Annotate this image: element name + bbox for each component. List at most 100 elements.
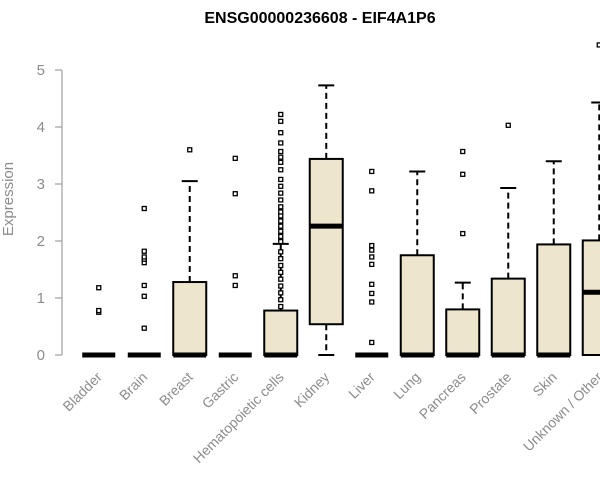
outlier-point — [278, 290, 284, 296]
outlier-point — [460, 230, 466, 237]
box-iqr — [263, 309, 299, 357]
outlier-point — [369, 261, 375, 268]
outlier-point — [187, 147, 193, 153]
outlier-point — [96, 285, 102, 291]
x-tick-label: Pancreas — [416, 369, 469, 422]
outlier-point — [278, 183, 284, 189]
outlier-point — [232, 282, 238, 289]
box-group-10 — [536, 160, 572, 358]
x-tick-label: Hematopoietic cells — [190, 369, 287, 466]
box-group-9 — [490, 122, 526, 358]
outlier-point — [278, 204, 284, 210]
box-group-4 — [263, 111, 299, 358]
outlier-point — [278, 303, 284, 310]
box-group-3 — [218, 155, 252, 358]
outlier-point — [369, 299, 375, 305]
x-tick-label: Unknown / Other — [520, 369, 600, 455]
box-group-2 — [172, 147, 208, 358]
outlier-point — [278, 130, 284, 136]
box-iqr — [308, 157, 344, 326]
outlier-point — [460, 171, 466, 177]
outlier-point — [278, 283, 284, 289]
y-tick-label: 0 — [37, 347, 45, 364]
outlier-point — [278, 297, 284, 303]
outlier-point — [369, 281, 375, 287]
x-tick-label: Kidney — [291, 369, 333, 411]
outlier-point — [505, 122, 511, 128]
x-tick-label: Liver — [345, 369, 378, 402]
box-iqr — [172, 281, 208, 357]
outlier-point — [369, 242, 375, 249]
box-group-7 — [399, 170, 435, 358]
x-tick-label: Bladder — [59, 369, 105, 415]
y-tick-label: 3 — [37, 176, 45, 193]
outlier-point — [232, 191, 238, 197]
box-iqr — [581, 239, 600, 356]
y-axis: 0 1 2 3 4 5 — [37, 62, 63, 364]
x-tick-label: Brain — [116, 369, 150, 403]
x-tick-label: Skin — [529, 369, 560, 400]
outlier-point — [369, 168, 375, 175]
y-axis-label: Expression — [0, 162, 17, 236]
outlier-point — [278, 233, 284, 240]
outlier-point — [369, 188, 375, 194]
box-iqr — [490, 277, 526, 356]
box-group-1 — [127, 205, 161, 358]
outlier-point — [278, 148, 284, 155]
outlier-point — [232, 273, 238, 279]
outlier-point — [596, 42, 600, 48]
outlier-point — [369, 254, 375, 260]
y-tick-label: 2 — [37, 233, 45, 250]
outlier-point — [141, 325, 147, 331]
box-iqr — [536, 243, 572, 356]
box-group-8 — [445, 148, 481, 358]
outlier-point — [141, 293, 147, 299]
outlier-point — [278, 238, 284, 245]
outlier-point — [141, 205, 147, 212]
outlier-point — [278, 256, 284, 262]
outlier-point — [278, 111, 284, 118]
outlier-point — [369, 290, 375, 297]
chart-title: ENSG00000236608 - EIF4A1P6 — [204, 10, 435, 27]
outlier-point — [278, 209, 284, 215]
outlier-point — [278, 276, 284, 282]
outlier-point — [96, 307, 102, 314]
outlier-point — [278, 197, 284, 203]
outlier-point — [278, 223, 284, 229]
box-iqr — [445, 308, 481, 356]
box-series — [82, 42, 600, 358]
outlier-point — [232, 155, 238, 162]
x-tick-label: Prostate — [466, 369, 514, 417]
outlier-point — [278, 167, 284, 173]
box-iqr — [399, 254, 435, 356]
outlier-point — [278, 190, 284, 196]
outlier-point — [278, 218, 284, 224]
box-group-6 — [355, 168, 389, 358]
outlier-point — [278, 262, 284, 269]
outlier-point — [278, 176, 284, 183]
box-group-0 — [82, 285, 116, 358]
outlier-point — [278, 249, 284, 255]
outlier-point — [278, 140, 284, 146]
box-group-5 — [308, 84, 344, 356]
outlier-point — [141, 254, 147, 260]
y-tick-label: 1 — [37, 290, 45, 307]
box-group-11 — [581, 42, 600, 356]
outlier-point — [369, 247, 375, 253]
outlier-point — [460, 148, 466, 155]
outlier-point — [278, 228, 284, 234]
x-tick-label: Gastric — [199, 369, 242, 412]
outlier-point — [278, 118, 284, 124]
outlier-point — [278, 269, 284, 276]
outlier-point — [278, 159, 284, 165]
outlier-point — [141, 282, 147, 289]
outlier-point — [141, 248, 147, 254]
y-tick-label: 5 — [37, 62, 45, 79]
y-tick-label: 4 — [37, 119, 45, 136]
x-tick-label: Breast — [156, 369, 196, 409]
x-tick-label: Lung — [390, 369, 423, 402]
outlier-point — [278, 154, 284, 160]
